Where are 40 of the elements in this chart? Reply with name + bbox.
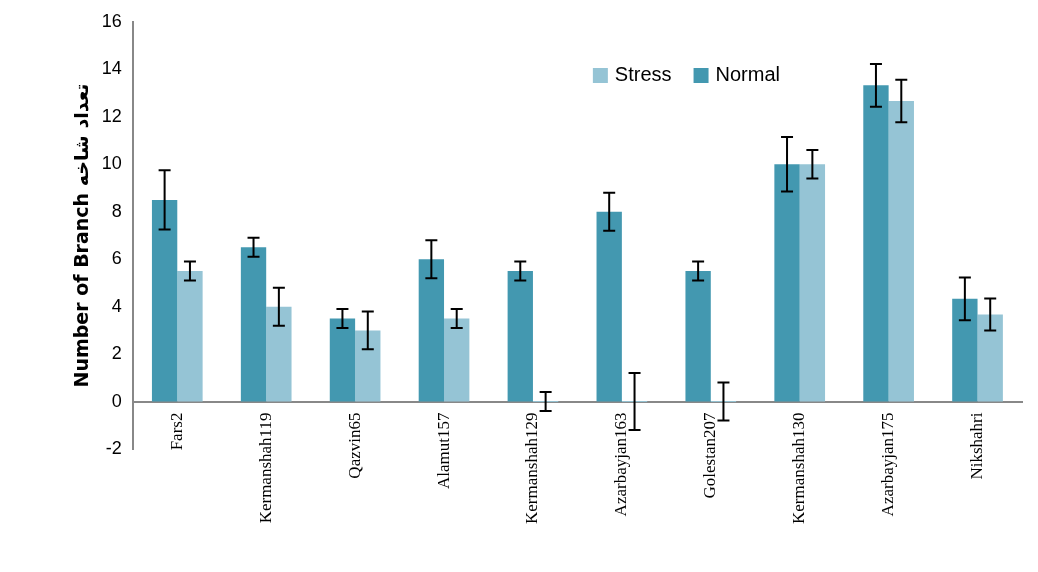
- x-tick-label: Kermanshah129: [522, 412, 542, 524]
- bar: [240, 247, 267, 402]
- y-tick-label: 16: [101, 10, 122, 31]
- bar: [151, 199, 178, 402]
- bar: [329, 318, 356, 402]
- y-tick-label: 10: [101, 153, 122, 174]
- x-tick-label: Nikshahri: [967, 412, 987, 480]
- y-axis-title: Number of Branch تعداد شاخه: [70, 83, 93, 388]
- bar: [177, 271, 203, 402]
- bar: [685, 271, 711, 402]
- bar: [355, 330, 381, 402]
- bar: [418, 259, 445, 402]
- bar: [863, 85, 889, 402]
- y-tick-label: 0: [111, 390, 122, 411]
- x-tick-label: Azarbayjan163: [611, 412, 631, 517]
- x-tick-label: Alamut157: [433, 412, 453, 490]
- y-tick-label: 6: [111, 248, 122, 269]
- y-tick-label: 12: [101, 105, 122, 126]
- bar: [977, 314, 1003, 402]
- bar: [444, 318, 470, 402]
- y-tick-label: 14: [101, 58, 122, 79]
- bar: [799, 164, 826, 402]
- x-tick-label: Kermanshah130: [789, 412, 809, 524]
- legend-label: Normal: [715, 62, 780, 85]
- y-tick-label: 8: [111, 200, 122, 221]
- x-tick-label: Qazvin65: [344, 412, 364, 479]
- bar: [952, 298, 978, 402]
- x-tick-label: Fars2: [166, 412, 186, 451]
- bar: [596, 211, 622, 402]
- bar: [507, 271, 533, 402]
- bar: [888, 101, 914, 402]
- y-tick-label: 2: [111, 343, 122, 364]
- bar: [774, 164, 800, 402]
- x-tick-label: Golestan207: [700, 412, 720, 499]
- y-tick-label: -2: [105, 437, 122, 458]
- bar: [266, 306, 292, 402]
- legend-label: Stress: [614, 62, 672, 85]
- x-tick-label: Azarbayjan175: [878, 412, 898, 517]
- x-tick-label: Kermanshah119: [255, 412, 275, 524]
- y-tick-label: 4: [111, 295, 122, 316]
